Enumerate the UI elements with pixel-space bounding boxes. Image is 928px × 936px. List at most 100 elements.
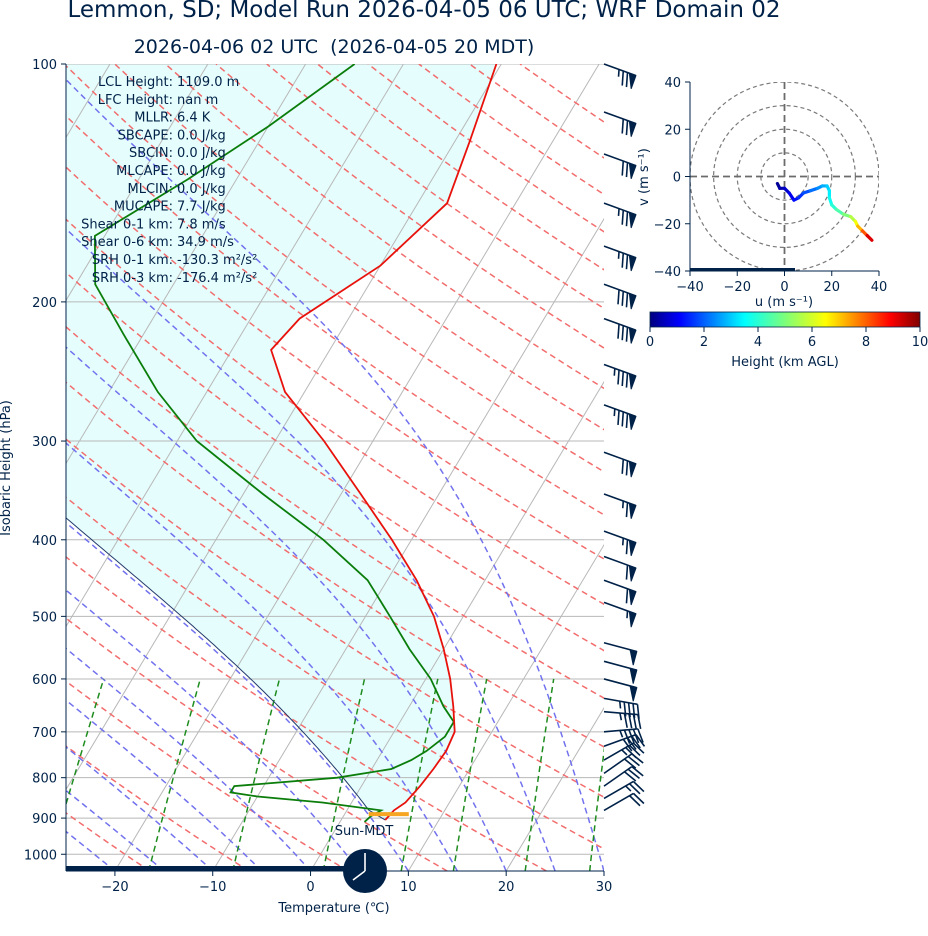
moist-adiabat	[66, 746, 214, 871]
hodograph-y-label: v (m s⁻¹)	[637, 148, 652, 206]
dry-adiabat-lines	[66, 64, 604, 871]
skewt-x-axis-label: Temperature (℃)	[277, 901, 389, 916]
dry-adiabat	[66, 271, 604, 652]
isotherm	[407, 543, 604, 871]
chart-title: Lemmon, SD; Model Run 2026-04-05 06 UTC;…	[67, 0, 781, 23]
hodograph-x-tick-label: −40	[676, 280, 703, 295]
stat-label: SRH 0-1 km:	[92, 253, 173, 268]
stat-value: -130.3 m²/s²	[177, 253, 257, 268]
temperature-line	[270, 64, 498, 821]
y-tick-label: 400	[32, 534, 57, 549]
skewt-y-ticks: 100 200 300 400 500 600 700 800 900 1000	[24, 58, 66, 863]
y-tick-label: 700	[32, 726, 57, 741]
stat-label: SBCIN:	[129, 146, 173, 161]
hodograph-y-tick-label: 0	[673, 171, 681, 186]
wind-barb	[603, 451, 637, 478]
stat-label: MUCAPE:	[114, 200, 173, 215]
dry-adiabat	[66, 617, 448, 871]
dry-adiabat	[66, 166, 604, 560]
x-tick-label: −20	[101, 880, 128, 895]
hodograph-ground-bar	[690, 268, 795, 271]
dry-adiabat	[66, 438, 604, 799]
skewt-plot-area	[66, 64, 658, 871]
moist-adiabat-lines	[66, 78, 604, 871]
y-tick-label: 100	[32, 58, 57, 73]
y-tick-label: 900	[32, 812, 57, 827]
wind-barb	[603, 710, 642, 730]
y-tick-label: 200	[32, 296, 57, 311]
wind-barb	[603, 678, 638, 702]
isotherm	[66, 64, 404, 628]
wind-barbs	[603, 63, 646, 812]
mixing-ratio-line	[524, 678, 555, 871]
y-tick-label: 600	[32, 673, 57, 688]
mixing-ratio-lines	[66, 678, 658, 871]
dry-adiabat	[66, 64, 604, 473]
wind-barb	[603, 642, 638, 666]
stat-label: LFC Height:	[98, 93, 173, 108]
mixing-ratio-line	[400, 678, 439, 871]
wind-barb	[603, 245, 637, 272]
wind-barb	[603, 63, 637, 89]
stat-value: 34.9 m/s	[177, 235, 234, 250]
stat-value: -176.4 m²/s²	[177, 271, 257, 286]
surface-time-label: Sun-MDT	[335, 824, 394, 839]
moist-adiabat	[66, 227, 556, 871]
ground-bar	[66, 866, 356, 871]
y-tick-label: 800	[32, 772, 57, 787]
wind-barb	[603, 601, 637, 628]
dry-adiabat	[114, 64, 604, 431]
wind-barb	[603, 111, 637, 137]
wind-barb	[603, 733, 646, 752]
stat-value: 6.4 K	[177, 111, 211, 126]
isotherm	[114, 64, 600, 871]
moist-adiabat	[66, 589, 361, 871]
x-tick-label: 10	[400, 880, 417, 895]
mixing-ratio-line	[322, 678, 366, 871]
stat-label: MLLR:	[134, 111, 173, 126]
parcel-profile-shading	[66, 64, 497, 820]
isotherm	[66, 64, 502, 791]
wind-barb	[603, 493, 637, 519]
mixing-ratio-line	[637, 679, 658, 871]
y-tick-label: 500	[32, 610, 57, 625]
hodograph-y-tick-label: −20	[654, 218, 681, 233]
hodograph-y-tick-label: −40	[654, 265, 681, 280]
stat-label: SBCAPE:	[118, 128, 173, 143]
stat-label: MLCAPE:	[116, 164, 173, 179]
colorbar-tick-label: 4	[754, 335, 762, 350]
wind-barb	[603, 555, 637, 582]
colorbar-tick-label: 6	[808, 335, 816, 350]
isotherm	[603, 870, 604, 871]
dry-adiabat	[66, 556, 547, 871]
mixing-ratio-line	[231, 678, 281, 871]
stat-label: SRH 0-3 km:	[92, 271, 173, 286]
wind-barb	[603, 530, 637, 557]
x-tick-label: 20	[498, 880, 515, 895]
dry-adiabat	[469, 64, 604, 159]
hodograph-y-tick-label: 20	[664, 123, 681, 138]
stat-value: 7.8 m/s	[177, 217, 226, 232]
wind-barb	[603, 202, 637, 229]
parcel-path-line	[66, 517, 386, 821]
wind-barb	[603, 780, 645, 800]
stat-label: Shear 0-6 km:	[81, 235, 173, 250]
moist-adiabat	[66, 78, 604, 871]
isotherm	[505, 706, 604, 871]
hodograph-x-tick-label: 40	[871, 280, 888, 295]
chart-subtitle: 2026-04-06 02 UTC (2026-04-05 20 MDT)	[133, 36, 535, 58]
stat-label: MLCIN:	[128, 182, 173, 197]
stat-value: 0.0 J/kg	[177, 128, 226, 143]
mixing-ratio-line	[588, 746, 604, 871]
wind-barb	[603, 765, 644, 787]
dry-adiabat	[66, 218, 604, 606]
dry-adiabat	[66, 745, 250, 871]
mixing-ratio-line	[452, 678, 488, 871]
colorbar-tick-label: 10	[912, 335, 928, 350]
dry-adiabat	[66, 381, 604, 748]
stat-label: LCL Height:	[98, 75, 173, 90]
dewpoint-line	[93, 64, 455, 823]
hodograph-x-tick-label: 20	[823, 280, 840, 295]
dry-adiabat	[66, 114, 604, 516]
